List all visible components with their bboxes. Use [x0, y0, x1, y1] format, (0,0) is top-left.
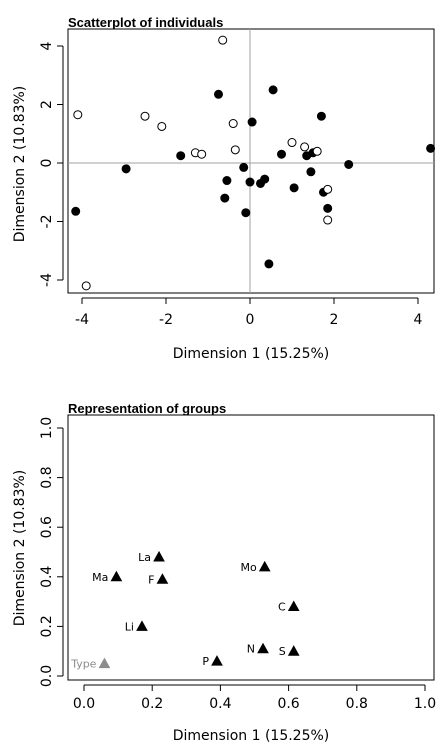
open-point [323, 184, 333, 194]
open-point [323, 215, 333, 225]
filled-point [264, 259, 274, 269]
groups-plot-title: Representation of groups [68, 401, 226, 416]
x-tick-label: 0.2 [141, 696, 163, 712]
filled-point [277, 149, 286, 159]
open-point [230, 145, 240, 155]
open-point [300, 142, 310, 152]
open-point [81, 281, 91, 291]
filled-point [71, 206, 81, 216]
groups-plot-frame [67, 414, 435, 681]
filled-point [214, 89, 223, 99]
group-label-li: Li [125, 620, 134, 633]
groups-x-axis: 0.0 0.2 0.4 0.6 0.8 1.0 [73, 684, 436, 712]
filled-point [241, 208, 251, 218]
group-marker-p [211, 655, 223, 666]
individuals-points [71, 35, 436, 291]
individuals-plot-title: Scatterplot of individuals [68, 15, 223, 30]
group-marker-c [287, 600, 300, 612]
x-tick-label: 0.6 [277, 696, 299, 712]
group-label-f: F [148, 573, 154, 586]
y-tick-label: 1.0 [39, 417, 55, 439]
groups-y-axis: 0.0 0.2 0.4 0.6 0.8 1.0 [39, 417, 64, 687]
open-point [228, 119, 238, 129]
individuals-x-axis-label: Dimension 1 (15.25%) [173, 346, 330, 362]
filled-point [121, 164, 131, 174]
group-label-ma: Ma [92, 571, 108, 584]
y-tick-label: -2 [39, 215, 55, 229]
y-tick-label: 0 [39, 159, 55, 168]
y-tick-label: 4 [39, 41, 55, 50]
groups-y-axis-label: Dimension 2 (10.83%) [12, 470, 28, 627]
y-tick-label: 2 [39, 100, 55, 109]
filled-point [222, 176, 232, 186]
y-tick-label: 0.4 [39, 566, 55, 588]
filled-point [239, 162, 249, 172]
x-tick-label: 1.0 [414, 696, 436, 712]
open-point [140, 111, 150, 121]
group-marker-type [98, 657, 111, 669]
group-label-type: Type [70, 658, 96, 671]
filled-point [323, 203, 333, 213]
y-tick-label: -4 [39, 273, 55, 287]
x-tick-label: -2 [159, 312, 173, 328]
group-label-mo: Mo [240, 561, 256, 574]
groups-plot: Representation of groups 0.0 0.2 0.4 0.6 0.8… [12, 401, 436, 744]
x-tick-label: -4 [75, 312, 89, 328]
filled-point [220, 193, 230, 203]
filled-point [247, 117, 257, 127]
y-tick-label: 0.2 [39, 615, 55, 637]
filled-point [268, 85, 278, 95]
group-marker-n [257, 642, 269, 654]
filled-point [306, 167, 316, 177]
group-marker-li [136, 620, 148, 631]
groups-x-axis-label: Dimension 1 (15.25%) [173, 728, 330, 744]
filled-point [176, 151, 186, 161]
y-tick-label: 0.6 [39, 516, 55, 538]
open-point [287, 138, 297, 148]
open-point [157, 121, 167, 131]
y-tick-label: 0.0 [39, 665, 55, 687]
open-point [218, 35, 228, 45]
group-marker-la [153, 550, 165, 562]
filled-point [260, 174, 270, 184]
open-point [312, 146, 322, 156]
filled-point [316, 111, 326, 121]
x-tick-label: 2 [330, 312, 339, 328]
individuals-plot: Scatterplot of individuals -4 -2 0 2 4 -4 -2 0… [12, 15, 436, 362]
group-label-n: N [247, 643, 255, 656]
x-tick-label: 4 [414, 312, 423, 328]
filled-point [289, 183, 299, 193]
individuals-y-axis: -4 -2 0 2 4 [39, 41, 64, 287]
x-tick-label: 0.8 [346, 696, 368, 712]
group-label-s: S [279, 645, 286, 658]
filled-point [245, 177, 255, 187]
filled-point [426, 143, 436, 153]
y-tick-label: 0.8 [39, 466, 55, 488]
individuals-x-axis: -4 -2 0 2 4 [75, 297, 423, 328]
individuals-y-axis-label: Dimension 2 (10.83%) [12, 86, 28, 243]
individuals-plot-frame [67, 28, 435, 294]
group-label-la: La [138, 551, 151, 564]
open-point [73, 110, 83, 120]
group-marker-mo [258, 560, 271, 572]
x-tick-label: 0.4 [209, 696, 231, 712]
open-point [197, 149, 207, 159]
group-marker-ma [110, 570, 123, 582]
group-marker-f [156, 573, 169, 584]
group-label-c: C [278, 601, 286, 614]
filled-point [344, 159, 354, 169]
x-tick-label: 0.0 [73, 696, 95, 712]
group-label-p: P [202, 655, 209, 668]
x-tick-label: 0 [246, 312, 255, 328]
group-marker-s [287, 645, 300, 656]
groups-points: La Ma F Mo C Li N S P Type [70, 550, 300, 671]
